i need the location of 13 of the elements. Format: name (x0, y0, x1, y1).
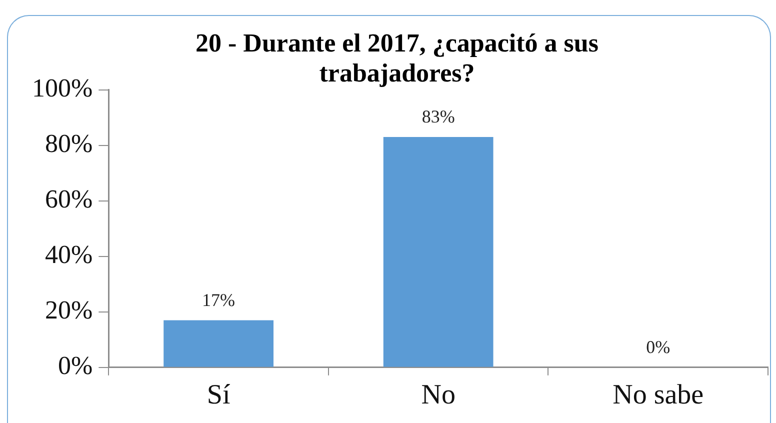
y-tick-label: 80% (44, 129, 93, 158)
x-tick-label: Sí (206, 380, 230, 411)
x-tick-label: No (421, 380, 456, 411)
data-label: 17% (202, 290, 236, 310)
y-tick-label: 20% (44, 296, 93, 325)
data-label: 0% (646, 337, 670, 358)
x-tick-label: No sabe (612, 380, 704, 411)
data-label: 83% (422, 106, 455, 127)
y-tick-label: 60% (44, 184, 93, 214)
y-tick-label: 40% (44, 240, 93, 270)
chart-title: 20 - Durante el 2017, ¿capacitó a sus trabajadores? (196, 28, 598, 88)
y-tick-label: 0% (58, 351, 93, 380)
y-tick-label: 100% (32, 74, 93, 103)
